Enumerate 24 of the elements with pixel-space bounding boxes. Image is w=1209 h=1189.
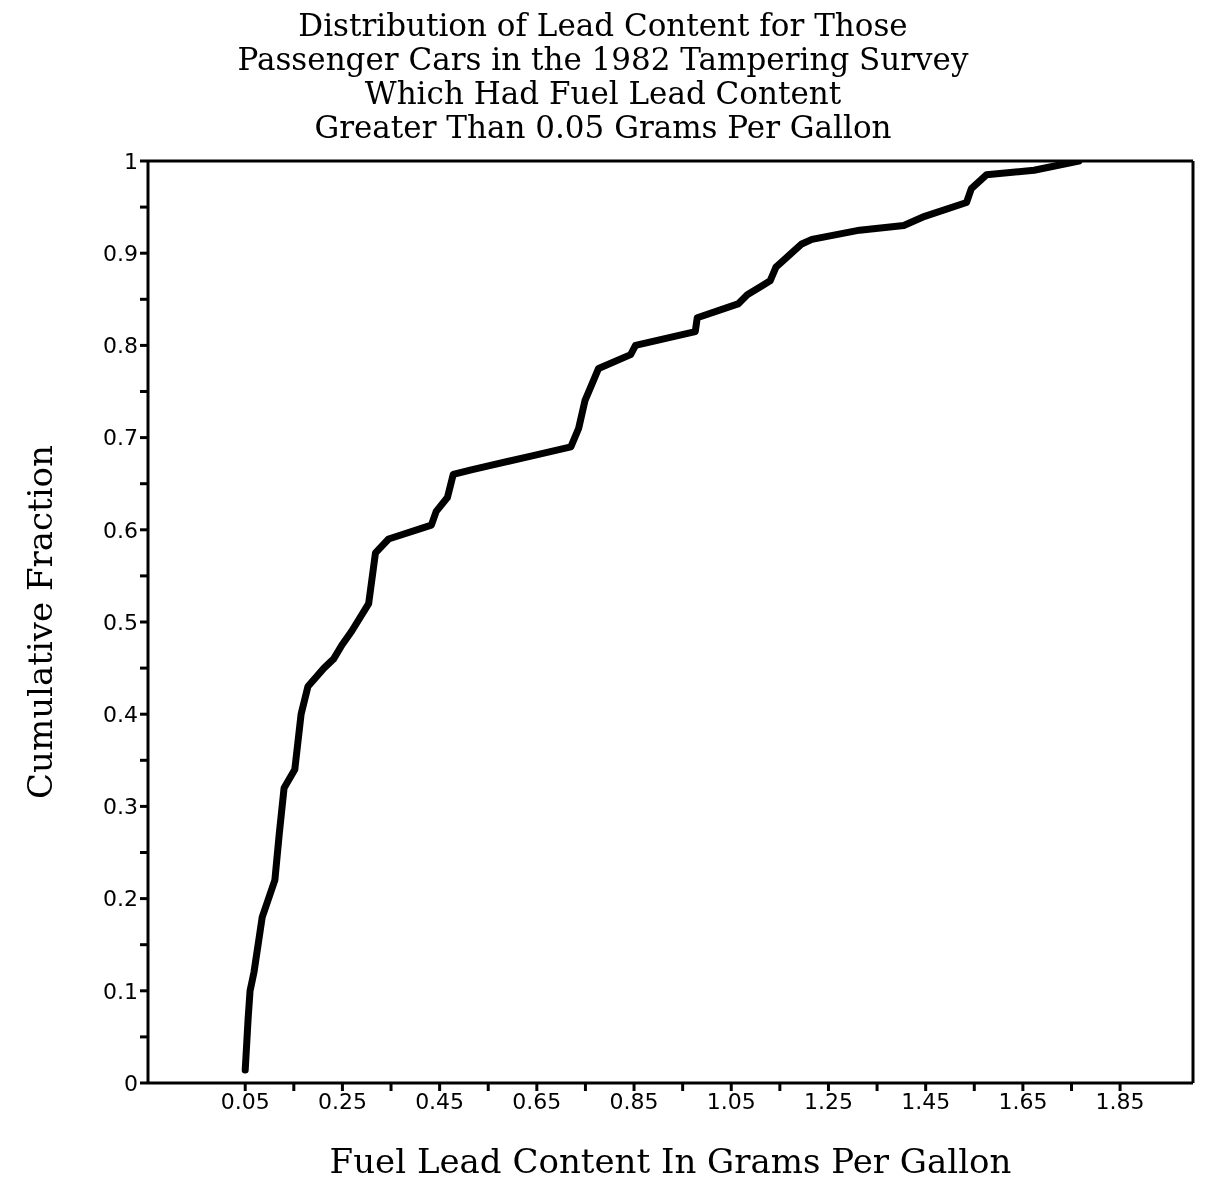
x-tick-label: 1.05 [706,1088,756,1114]
x-axis-title: Fuel Lead Content In Grams Per Gallon [329,1141,1012,1181]
y-tick-label: 0 [124,1070,138,1096]
y-tick-label: 0.5 [103,609,138,635]
x-tick-label: 0.05 [220,1088,270,1114]
chart-title: Distribution of Lead Content for Those Passenger Cars in the 1982 Tampering Survey Which Had Fuel Lead Content Greater Than 0.05 Grams Per Gallon [236,7,970,145]
y-tick-label: 1 [124,148,138,174]
y-tick-label: 0.9 [103,241,138,267]
x-tick-label: 1.45 [901,1088,951,1114]
x-tick-label: 1.65 [998,1088,1048,1114]
y-tick-label: 0.1 [103,978,138,1004]
y-axis-title: Cumulative Fraction [20,445,61,799]
x-tick-label: 1.85 [1095,1088,1145,1114]
x-tick-label: 0.45 [415,1088,465,1114]
y-tick-label: 0.7 [103,425,138,451]
x-tick-label: 0.65 [512,1088,562,1114]
y-tick-label: 0.4 [103,702,138,728]
x-tick-label: 0.85 [609,1088,659,1114]
x-tick-label: 1.25 [803,1088,853,1114]
x-tick-label: 0.25 [317,1088,367,1114]
y-tick-label: 0.2 [103,886,138,912]
y-tick-label: 0.6 [103,517,138,543]
y-tick-label: 0.8 [103,333,138,359]
y-tick-label: 0.3 [103,794,138,820]
